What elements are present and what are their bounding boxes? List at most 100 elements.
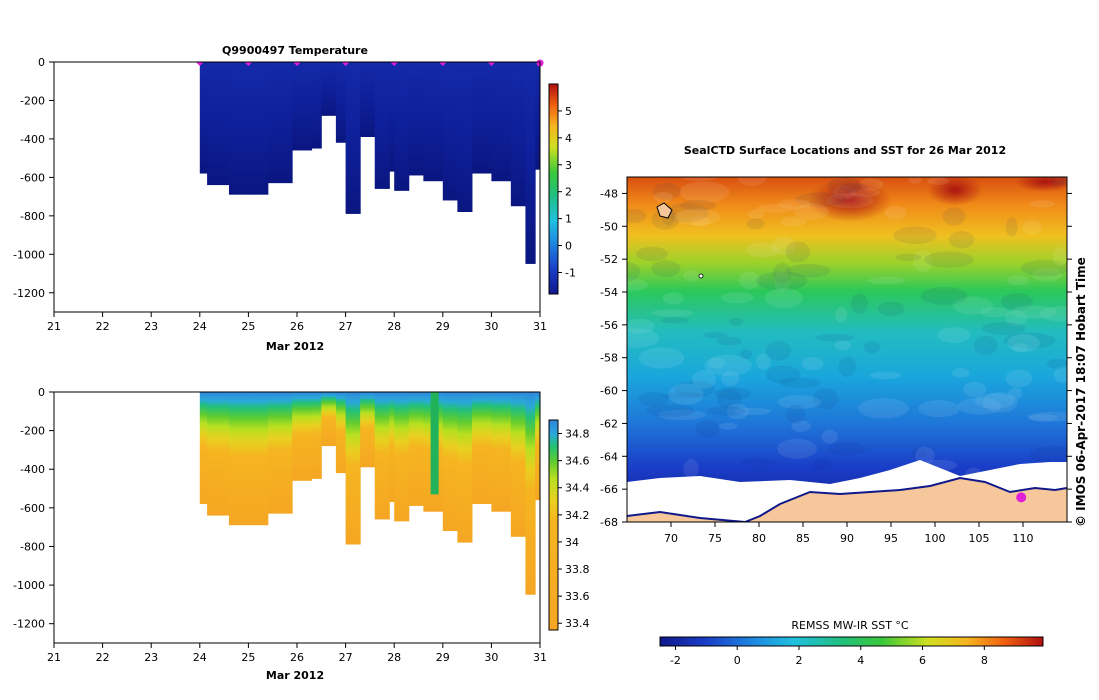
sst-texture-patch [827, 177, 862, 195]
temperature-xtick-label: 22 [96, 320, 110, 333]
salinity-profile-column [535, 392, 541, 501]
salinity-profile-column [491, 392, 512, 512]
salinity-profile-column [335, 392, 347, 474]
temperature-colorbar-label: 0 [565, 240, 572, 253]
sst-texture-patch [627, 328, 659, 348]
sst-texture-patch [627, 318, 655, 334]
sst-texture-patch [718, 422, 738, 430]
sst-texture-patch [1053, 366, 1067, 384]
sst-field [627, 177, 1067, 522]
sst-texture-patch [911, 448, 928, 458]
temperature-xtick-label: 21 [47, 320, 61, 333]
salinity-profile-column [374, 392, 390, 520]
sst-colorbar-label: 4 [857, 654, 864, 667]
sst-texture-patch [974, 393, 1015, 409]
sst-texture-patch [713, 387, 752, 400]
temperature-profile-column [535, 62, 541, 170]
sst-texture-patch [1049, 177, 1066, 187]
temperature-xtick-label: 31 [533, 320, 547, 333]
sst-texture-patch [668, 383, 704, 405]
salinity-colorbar-label: 34.6 [565, 455, 590, 468]
sst-texture-patch [679, 181, 730, 203]
sst-texture-patch [812, 388, 839, 410]
temperature-colorbar-label: 4 [565, 132, 572, 145]
temperature-ytick-label: -1000 [13, 248, 45, 261]
salinity-xtick-label: 26 [290, 651, 304, 664]
salinity-profile-column [292, 392, 313, 481]
sst-texture-patch [826, 442, 867, 456]
seal-location-marker [1016, 492, 1027, 503]
map-ytick-label: -68 [600, 516, 618, 529]
sst-texture-patch [1029, 446, 1067, 465]
map-xtick-label: 85 [796, 532, 810, 545]
sst-texture-patch [814, 333, 854, 342]
temperature-profile-column [510, 62, 526, 207]
salinity-profile-column [510, 392, 526, 537]
temperature-xtick-label: 27 [339, 320, 353, 333]
sst-texture-patch [1021, 259, 1067, 277]
map-ytick-label: -64 [600, 450, 618, 463]
sst-texture-patch [780, 216, 807, 227]
sst-texture-patch [721, 291, 754, 304]
sst-texture-patch [683, 459, 699, 479]
sst-texture-patch [795, 192, 847, 208]
sst-texture-patch [704, 354, 752, 376]
sst-texture-patch [660, 317, 690, 324]
sst-texture-patch [839, 183, 868, 193]
sst-texture-patch [850, 293, 868, 314]
salinity-ytick-label: -800 [20, 540, 45, 553]
sst-texture-patch [692, 369, 717, 389]
sst-texture-patch [908, 177, 922, 184]
profile-date-marker [293, 62, 301, 66]
sst-texture-patch [1005, 369, 1033, 388]
temperature-profile-column [321, 62, 337, 116]
warm-eddy-2 [927, 177, 983, 206]
sst-texture-patch [942, 207, 966, 226]
sst-texture-patch [746, 242, 780, 258]
salinity-profile-column [471, 392, 492, 504]
salinity-xtick-label: 31 [533, 651, 547, 664]
salinity-xtick-label: 24 [193, 651, 207, 664]
salinity-profile-column [345, 392, 361, 545]
sst-texture-patch [834, 340, 852, 351]
sst-texture-patch [957, 397, 1002, 415]
coastline [627, 476, 1067, 522]
profile-date-marker [341, 62, 350, 66]
temperature-colorbar-label: 2 [565, 186, 572, 199]
sst-texture-patch [786, 264, 831, 278]
sst-texture-patch [771, 236, 796, 256]
sst-texture-patch [740, 457, 777, 466]
sst-texture-patch [835, 306, 848, 323]
temperature-ytick-label: -400 [20, 133, 45, 146]
salinity-colorbar-label: 34.8 [565, 428, 590, 441]
salinity-ytick-label: 0 [38, 386, 45, 399]
sst-texture-patch [981, 307, 1011, 318]
temperature-ytick-label: -200 [20, 94, 45, 107]
sst-texture-patch [651, 309, 694, 317]
kerguelen-island [656, 202, 673, 219]
temperature-panel: Q9900497 Temperature 21 22 23 24 25 26 27 28 29 3… [13, 44, 576, 353]
sst-texture-patch [638, 392, 669, 407]
sst-texture-patch [1028, 200, 1056, 208]
sst-texture-patch [1059, 177, 1067, 187]
sst-texture-patch [716, 336, 742, 346]
temperature-profile-column [471, 62, 492, 174]
salinity-profile-column [525, 392, 536, 595]
map-xtick-label: 100 [925, 532, 946, 545]
sst-texture-patch [791, 420, 811, 432]
temperature-profile-column [394, 62, 410, 191]
sst-colorbar-label: REMSS MW-IR SST °C [791, 619, 909, 632]
temperature-profile-column [389, 62, 395, 172]
heard-island [698, 273, 704, 279]
profile-date-marker [390, 62, 399, 66]
map-ytick-label: -56 [600, 319, 618, 332]
antarctic-land [627, 478, 1067, 522]
temperature-profile-column [423, 62, 444, 182]
sst-texture-patch [777, 199, 811, 210]
sst-texture-patch [653, 192, 674, 203]
salinity-colorbar-label: 34.4 [565, 482, 590, 495]
sst-texture-patch [659, 392, 707, 399]
sst-texture-patch [651, 260, 681, 277]
sst-texture-patch [801, 357, 824, 371]
